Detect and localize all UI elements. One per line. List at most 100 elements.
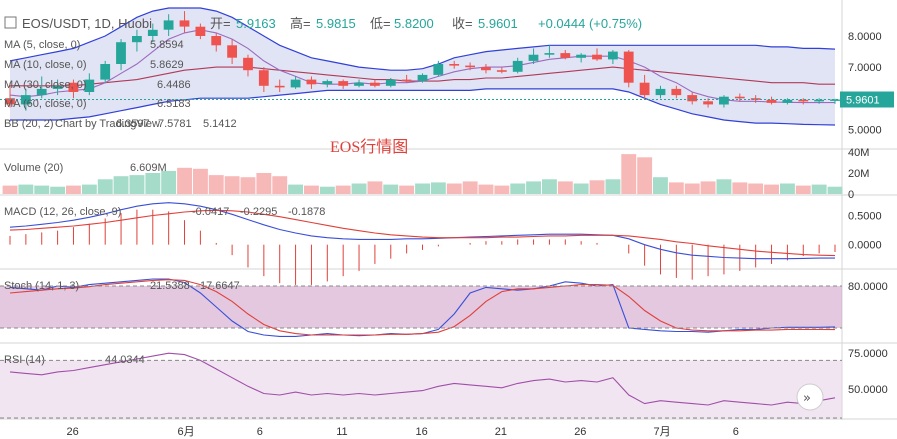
- volume-panel[interactable]: Volume (20) 6.609M: [2, 154, 843, 195]
- volume-bar: [2, 185, 18, 194]
- y-axes: 8.00007.00006.00005.000040M20M00.50000.0…: [848, 31, 888, 396]
- chart-frame: [0, 0, 897, 420]
- volume-bar: [827, 186, 843, 194]
- candle-body: [449, 64, 460, 66]
- volume-bar: [129, 175, 145, 194]
- macd-histogram: [9, 209, 836, 285]
- volume-bar: [430, 182, 446, 194]
- candle-body: [703, 101, 713, 105]
- volume-bar: [193, 168, 208, 194]
- candle-body: [100, 64, 111, 80]
- volume-bar: [716, 179, 732, 194]
- scroll-right-button[interactable]: »: [796, 383, 824, 411]
- volume-bar: [50, 186, 66, 194]
- ma60-label[interactable]: MA (60, close, 0): [4, 98, 87, 110]
- menu-icon[interactable]: [4, 16, 17, 29]
- volume-bar: [34, 185, 50, 194]
- last-price-tag: 5.9601: [840, 91, 894, 108]
- candle-body: [84, 79, 95, 92]
- volume-bar: [383, 184, 399, 194]
- candle-body: [243, 57, 253, 71]
- volume-bar: [415, 183, 430, 194]
- ma5-label[interactable]: MA (5, close, 0): [4, 39, 80, 51]
- indicator-legend: MA (5, close, 0) 5.8594 MA (10, close, 0…: [4, 39, 237, 130]
- volume-label[interactable]: Volume (20): [4, 162, 63, 174]
- candle-body: [179, 20, 190, 27]
- candle-body: [36, 88, 47, 96]
- candle-body: [370, 82, 380, 86]
- volume-bar: [478, 184, 494, 194]
- change-value: +0.0444 (+0.75%): [538, 16, 642, 31]
- rsi-tick-label: 50.0000: [848, 384, 888, 396]
- x-tick-label: 6: [257, 426, 263, 438]
- bollinger-upper-line: [9, 7, 836, 71]
- bb-value-2: 7.5781: [158, 118, 192, 130]
- candle-body: [766, 99, 777, 103]
- volume-bar: [526, 181, 541, 194]
- candle-body: [512, 60, 523, 72]
- macd-label[interactable]: MACD (12, 26, close, 9): [4, 206, 121, 218]
- macd-tick-label: 0.0000: [848, 240, 882, 252]
- volume-bar: [351, 183, 367, 194]
- volume-tick-label: 40M: [848, 147, 869, 159]
- candle-body: [195, 26, 206, 36]
- candle-body: [227, 45, 237, 58]
- low-label: 低=: [370, 16, 391, 31]
- candle-body: [655, 88, 666, 96]
- candle-body: [734, 96, 745, 99]
- volume-bar: [335, 185, 351, 194]
- candle-body: [68, 82, 79, 92]
- candle-body: [116, 42, 126, 64]
- volume-bar: [732, 182, 748, 194]
- tradingview-logo-text[interactable]: Chart by TradingView: [55, 118, 160, 130]
- volume-bar: [446, 183, 462, 194]
- candle-body: [782, 99, 793, 103]
- stoch-panel[interactable]: Stoch (14, 1, 3) 21.5388 17.6647: [0, 278, 842, 337]
- volume-bar: [462, 181, 478, 194]
- stoch-label[interactable]: Stoch (14, 1, 3): [4, 280, 79, 292]
- candle-body: [274, 85, 285, 88]
- volume-value: 6.609M: [130, 162, 167, 174]
- volume-bar: [97, 179, 113, 194]
- volume-bar: [66, 185, 81, 194]
- rsi-panel[interactable]: RSI (14) 44.0344: [0, 352, 842, 419]
- high-label: 高=: [290, 16, 311, 31]
- last-price-tag-bg: [840, 91, 894, 108]
- price-tick-label: 5.0000: [848, 124, 882, 136]
- candle-body: [544, 53, 555, 55]
- candle-body: [528, 54, 539, 61]
- x-tick-label: 11: [336, 426, 347, 438]
- ma10-value: 5.8629: [150, 59, 184, 71]
- low-value: 5.8200: [394, 16, 434, 31]
- candle-body: [671, 88, 682, 96]
- volume-bar: [272, 176, 288, 194]
- candle-body: [465, 65, 475, 68]
- volume-bar: [795, 185, 811, 194]
- macd-panel[interactable]: MACD (12, 26, close, 9) -0.0417 -0.2295 …: [4, 202, 836, 285]
- candle-body: [576, 54, 586, 58]
- volume-bar: [81, 184, 97, 194]
- candle-body: [623, 51, 634, 83]
- candle-body: [719, 96, 729, 105]
- close-label: 收=: [452, 16, 473, 31]
- candle-body: [338, 81, 349, 86]
- candle-body: [560, 53, 571, 58]
- bb-label[interactable]: BB (20, 2): [4, 118, 54, 130]
- candle-body: [798, 99, 809, 102]
- ma10-label[interactable]: MA (10, close, 0): [4, 59, 87, 71]
- candle-body: [163, 20, 174, 30]
- volume-bar: [510, 183, 526, 194]
- volume-bar: [161, 170, 177, 194]
- candle-body: [481, 67, 491, 71]
- volume-bar: [542, 179, 557, 194]
- candle-body: [417, 74, 428, 82]
- volume-bar: [653, 177, 668, 194]
- price-panel[interactable]: [0, 7, 842, 126]
- macd-value-1: -0.0417: [192, 206, 229, 218]
- volume-bar: [240, 177, 256, 194]
- open-label: 开=: [210, 16, 231, 31]
- candle-body: [750, 98, 761, 100]
- ma30-label[interactable]: MA (30, close, 0): [4, 79, 87, 91]
- candle-body: [496, 70, 507, 72]
